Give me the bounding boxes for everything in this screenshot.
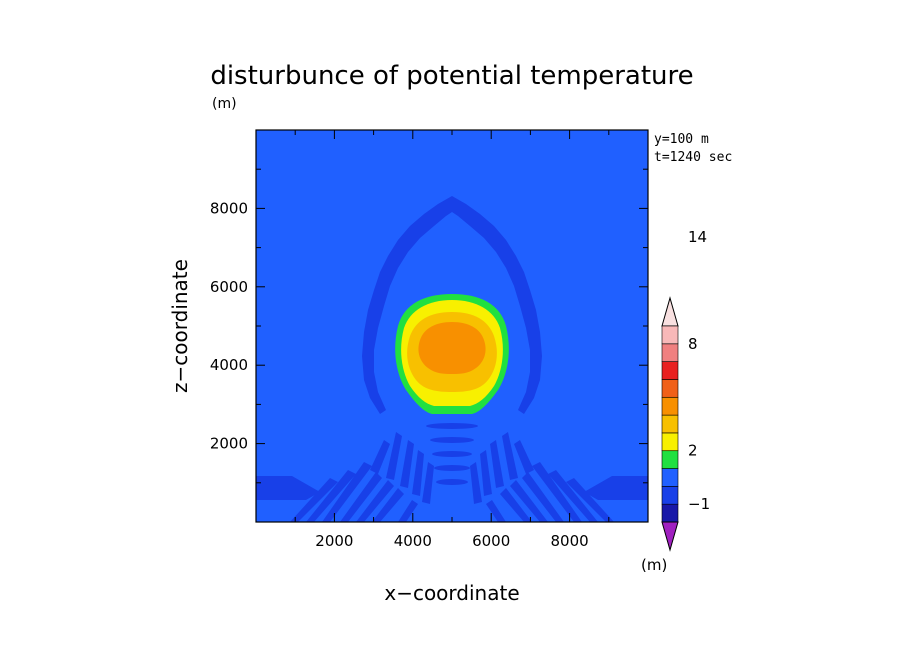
colorbar-segment (661, 450, 679, 469)
x-tick-label: 6000 (472, 532, 510, 550)
x-axis-ticks: 2000 4000 6000 8000 (294, 130, 610, 550)
colorbar-segment (661, 325, 679, 345)
colorbar-label: 2 (688, 442, 698, 460)
x-axis-label: x−coordinate (384, 581, 519, 605)
y-axis-ticks: 2000 4000 6000 8000 (210, 168, 648, 484)
x-tick-label: 2000 (315, 532, 353, 550)
chart-title: disturbunce of potential temperature (210, 61, 693, 91)
y-axis-label: z−coordinate (168, 259, 192, 393)
colorbar-arrow-top (661, 296, 679, 327)
colorbar-label: 14 (688, 228, 707, 246)
center-dashes (426, 423, 478, 485)
annotation-t: t=1240 sec (654, 150, 732, 165)
y-tick-label: 8000 (210, 199, 248, 217)
plot-area: 2000 4000 6000 8000 2000 4000 6000 8000 (210, 129, 649, 550)
colorbar-segment (661, 414, 679, 434)
colorbar-segment (661, 432, 679, 452)
colorbar: −1 2 8 14 (661, 228, 710, 552)
y-tick-label: 2000 (210, 435, 248, 453)
colorbar-label: −1 (688, 495, 710, 513)
colorbar-segment (661, 396, 679, 416)
title-unit: (m) (212, 96, 237, 112)
negative-band-right (584, 476, 648, 500)
wave-stripes-right (470, 432, 614, 522)
x-tick-label: 8000 (551, 532, 589, 550)
y-tick-label: 4000 (210, 356, 248, 374)
y-tick-label: 6000 (210, 278, 248, 296)
colorbar-label: 8 (688, 335, 698, 353)
x-tick-label: 4000 (394, 532, 432, 550)
colorbar-segment (661, 343, 679, 362)
warm-bubble-core (418, 322, 486, 374)
contour-fields (256, 196, 648, 522)
colorbar-unit: (m) (641, 556, 667, 574)
colorbar-segment (661, 361, 679, 380)
negative-arc-outer (362, 196, 542, 414)
colorbar-segment (661, 503, 679, 523)
colorbar-segment (661, 379, 679, 398)
colorbar-segment (661, 486, 679, 505)
colorbar-segment (661, 468, 679, 487)
wave-stripes-left (290, 432, 434, 522)
annotation-y: y=100 m (654, 132, 709, 147)
negative-band-left (256, 476, 320, 500)
colorbar-arrow-bottom (661, 521, 679, 552)
